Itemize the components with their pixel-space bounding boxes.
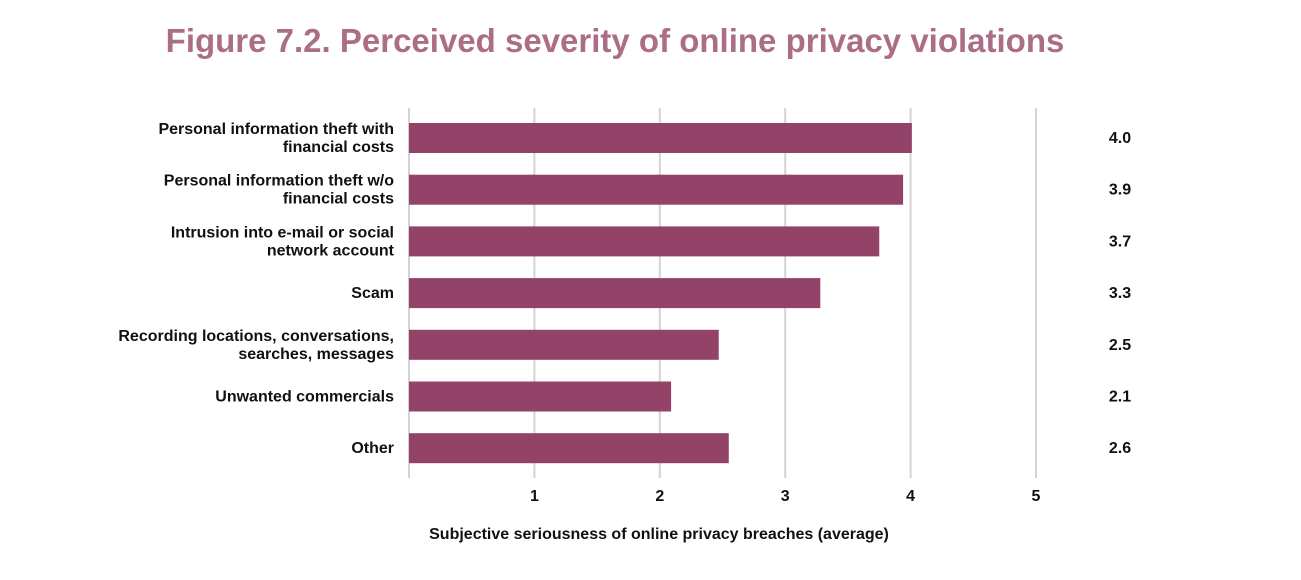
x-tick-labels: 1 2 3 4 5 bbox=[530, 488, 1041, 505]
x-tick-label: 2 bbox=[655, 488, 664, 505]
x-tick-label: 4 bbox=[906, 488, 915, 505]
bar bbox=[409, 329, 719, 360]
category-label-line: Other bbox=[351, 440, 394, 457]
bars bbox=[409, 123, 912, 464]
value-label: 4.0 bbox=[1109, 130, 1131, 147]
category-label: Scam bbox=[351, 285, 394, 302]
category-labels: Personal information theft with financial… bbox=[118, 121, 394, 457]
x-tick-label: 1 bbox=[530, 488, 539, 505]
bar bbox=[409, 123, 912, 153]
value-label: 2.5 bbox=[1109, 337, 1131, 354]
chart-title: Figure 7.2. Perceived severity of online… bbox=[165, 22, 1065, 59]
category-label: Other bbox=[351, 440, 394, 457]
value-label: 3.9 bbox=[1109, 182, 1131, 199]
category-label-line: Unwanted commercials bbox=[215, 389, 394, 406]
category-label-line: searches, messages bbox=[238, 346, 394, 363]
bar bbox=[409, 226, 880, 257]
value-label: 3.3 bbox=[1109, 285, 1131, 302]
category-label-line: network account bbox=[267, 242, 395, 259]
category-label-line: Recording locations, conversations, bbox=[118, 328, 394, 345]
value-labels: 4.0 3.9 3.7 3.3 2.5 2.1 2.6 bbox=[1109, 130, 1131, 457]
category-label-line: financial costs bbox=[283, 191, 394, 208]
bar bbox=[409, 278, 821, 309]
x-tick-label: 5 bbox=[1032, 488, 1041, 505]
category-label: Recording locations, conversations, searc… bbox=[118, 328, 394, 363]
category-label-line: Scam bbox=[351, 285, 394, 302]
category-label: Intrusion into e-mail or social network a… bbox=[171, 224, 395, 259]
value-label: 3.7 bbox=[1109, 233, 1131, 250]
category-label-line: financial costs bbox=[283, 139, 394, 156]
bar bbox=[409, 174, 904, 205]
value-label: 2.1 bbox=[1109, 389, 1131, 406]
category-label-line: Intrusion into e-mail or social bbox=[171, 224, 394, 241]
category-label-line: Personal information theft w/o bbox=[164, 173, 394, 190]
category-label: Personal information theft with financial… bbox=[158, 121, 394, 156]
category-label: Unwanted commercials bbox=[215, 389, 394, 406]
category-label-line: Personal information theft with bbox=[158, 121, 394, 138]
category-label: Personal information theft w/o financial … bbox=[164, 173, 394, 208]
x-axis-title: Subjective seriousness of online privacy… bbox=[429, 526, 889, 543]
value-label: 2.6 bbox=[1109, 440, 1131, 457]
bar bbox=[409, 433, 729, 464]
bar bbox=[409, 381, 672, 412]
x-tick-label: 3 bbox=[781, 488, 790, 505]
